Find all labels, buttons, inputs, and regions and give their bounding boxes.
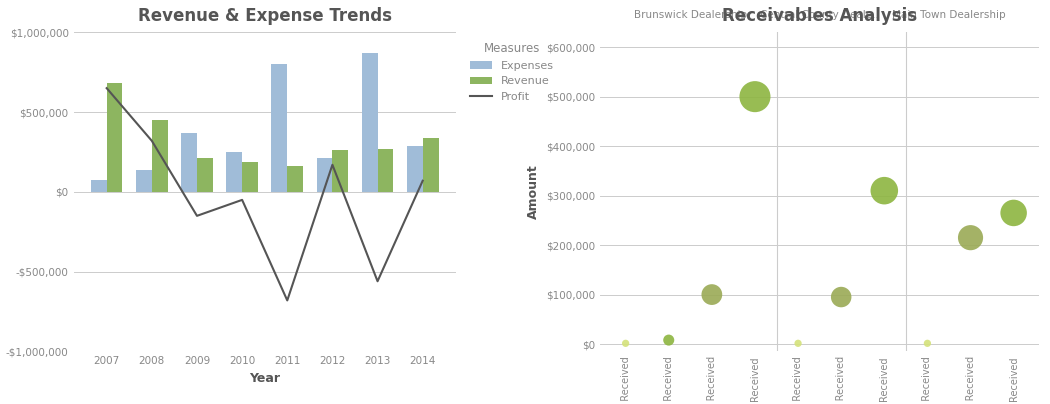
Bar (423, 138, 439, 192)
Bar (333, 149, 349, 192)
Point (876, 187, 892, 194)
Bar (362, 53, 378, 192)
Title: Receivables Analysis: Receivables Analysis (722, 7, 918, 25)
Point (617, 340, 634, 347)
Point (660, 337, 677, 343)
Bar (317, 158, 333, 192)
Bar (272, 64, 288, 192)
Bar (227, 152, 243, 192)
Bar (197, 158, 213, 192)
Bar (407, 145, 423, 192)
Bar (243, 162, 258, 192)
Point (919, 340, 936, 347)
Y-axis label: Amount: Amount (527, 164, 540, 219)
Point (790, 340, 806, 347)
Point (704, 291, 720, 298)
Bar (378, 149, 394, 192)
Point (962, 234, 979, 241)
Legend: Expenses, Revenue, Profit: Expenses, Revenue, Profit (465, 38, 559, 106)
Title: Revenue & Expense Trends: Revenue & Expense Trends (138, 7, 392, 25)
Bar (91, 180, 107, 192)
Bar (288, 166, 303, 192)
Point (747, 93, 763, 100)
Bar (136, 170, 152, 192)
Bar (107, 83, 123, 192)
Text: Central County Deale..: Central County Deale.. (760, 10, 879, 19)
Bar (182, 133, 197, 192)
Text: Main Town Dealership: Main Town Dealership (892, 10, 1006, 19)
Bar (152, 120, 168, 192)
X-axis label: Year: Year (249, 372, 280, 385)
Point (833, 294, 849, 300)
Point (1005, 210, 1022, 216)
Text: Brunswick Dealership: Brunswick Dealership (634, 10, 747, 19)
